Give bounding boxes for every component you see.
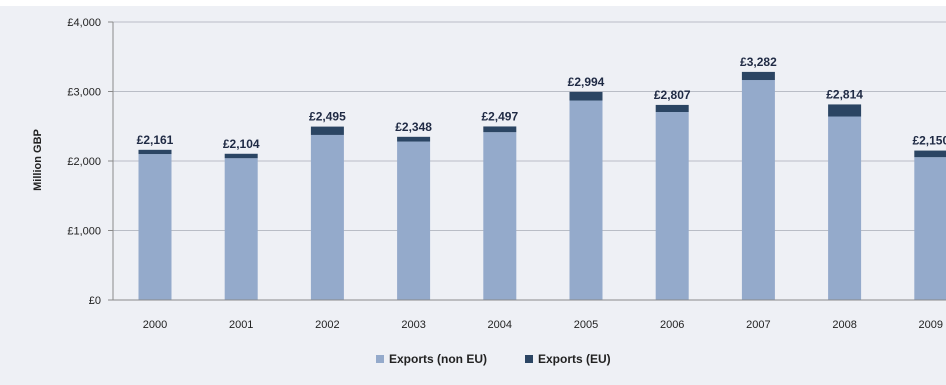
bar-non-eu: [655, 112, 689, 300]
bar-non-eu: [224, 158, 258, 300]
bar-eu: [655, 104, 689, 113]
total-label: £2,814: [826, 87, 863, 101]
x-tick-label: 2004: [488, 319, 512, 331]
bar-non-eu: [828, 116, 862, 301]
total-label: £2,495: [309, 110, 346, 124]
x-tick-label: 2001: [229, 319, 253, 331]
y-axis-ticks: £0 £1,000 £2,000 £3,000 £4,000: [67, 17, 101, 307]
total-label: £2,104: [223, 137, 260, 151]
x-axis-ticks: 2000 2001 2002 2003 2004 2005 2006 2007 2008 2009: [143, 319, 943, 331]
bar-non-eu: [310, 134, 344, 300]
total-label: £3,282: [740, 55, 777, 69]
x-tick-label: 2009: [919, 319, 943, 331]
data-labels: £2,161 £2,104 £2,495 £2,348 £2,497 £2,994 £2,8…: [137, 55, 946, 151]
y-tick-label: £0: [89, 295, 101, 307]
x-tick-label: 2005: [574, 319, 598, 331]
total-label: £2,348: [395, 120, 432, 134]
bar-eu: [397, 136, 431, 142]
bar-eu: [828, 104, 862, 117]
legend-label: Exports (EU): [538, 352, 611, 366]
x-tick-label: 2006: [660, 319, 684, 331]
y-axis-title: Million GBP: [32, 129, 44, 191]
bar-eu: [310, 126, 344, 135]
total-label: £2,161: [137, 133, 174, 147]
bar-non-eu: [483, 132, 517, 300]
bars: [138, 71, 946, 301]
x-tick-label: 2008: [832, 319, 856, 331]
bar-eu: [224, 153, 258, 159]
bar-eu: [569, 91, 603, 101]
legend-swatch: [525, 355, 533, 363]
x-tick-label: 2003: [401, 319, 425, 331]
bar-non-eu: [397, 141, 431, 300]
x-tick-label: 2000: [143, 319, 167, 331]
x-tick-label: 2002: [315, 319, 339, 331]
y-tick-label: £2,000: [67, 156, 101, 168]
y-tick-label: £3,000: [67, 87, 101, 99]
bar-non-eu: [569, 100, 603, 300]
x-tick-label: 2007: [746, 319, 770, 331]
y-tick-label: £1,000: [67, 226, 101, 238]
bar-eu: [138, 149, 172, 155]
top-strip: [0, 0, 946, 6]
legend-label: Exports (non EU): [389, 352, 487, 366]
bar-eu: [483, 126, 517, 133]
bar-non-eu: [138, 154, 172, 300]
y-tick-label: £4,000: [67, 17, 101, 29]
bar-non-eu: [741, 80, 775, 300]
legend: Exports (non EU) Exports (EU): [376, 352, 611, 366]
bar-non-eu: [914, 157, 946, 300]
legend-swatch: [376, 355, 384, 363]
total-label: £2,150: [912, 134, 946, 148]
bar-eu: [914, 150, 946, 158]
total-label: £2,497: [481, 109, 518, 123]
total-label: £2,807: [654, 88, 691, 102]
bar-eu: [741, 71, 775, 81]
total-label: £2,994: [568, 75, 605, 89]
